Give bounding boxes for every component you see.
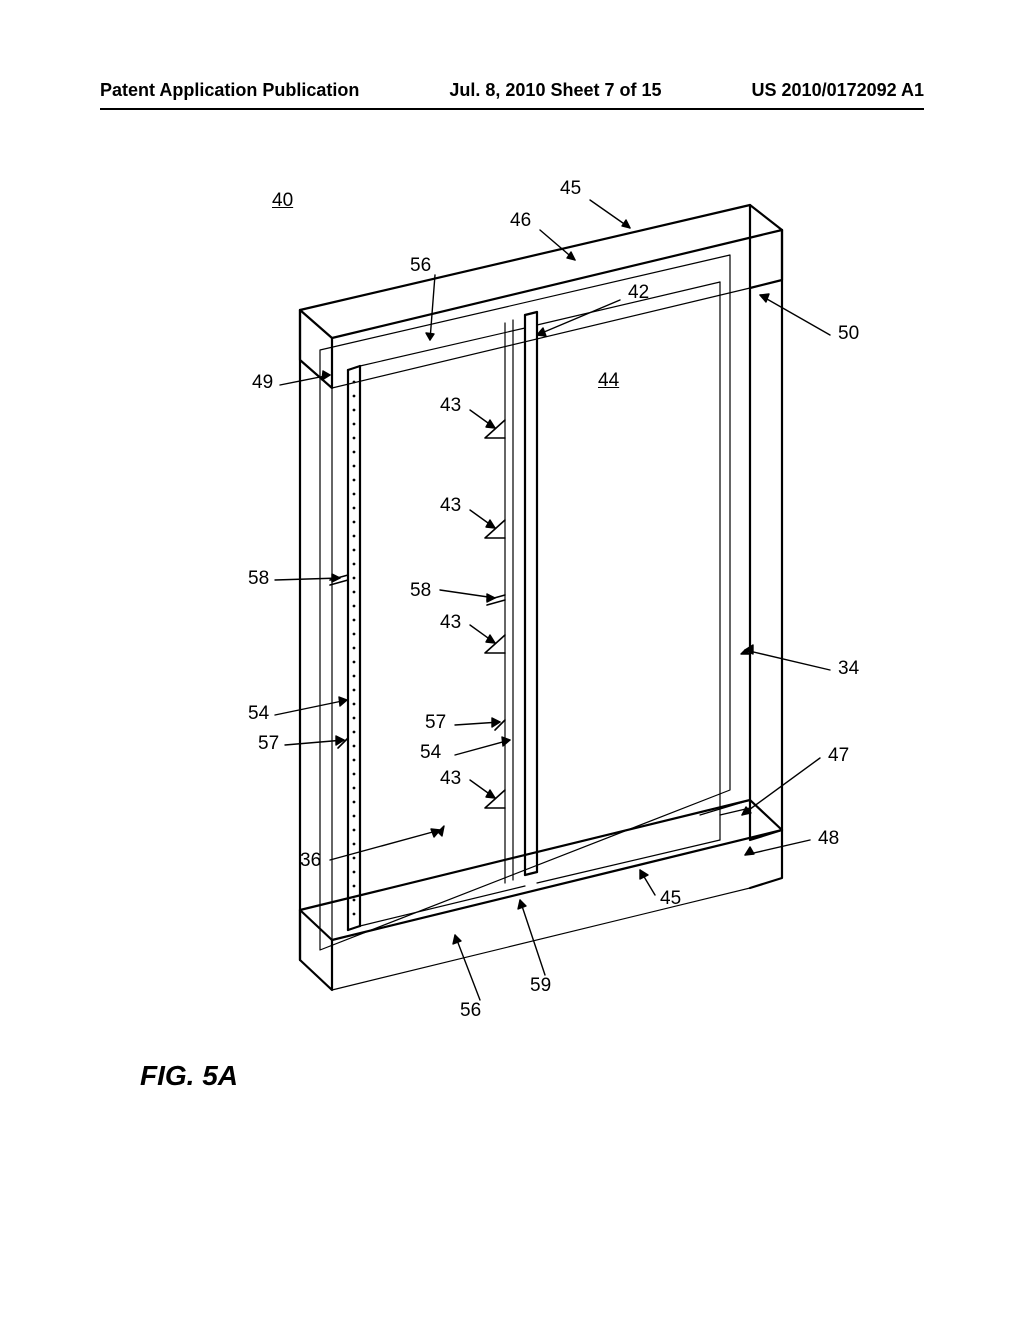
ref-57a: 57 <box>258 733 279 755</box>
ref-45-top: 45 <box>560 178 581 200</box>
patent-figure: 40 45 46 56 42 50 49 44 43 43 58 58 43 3… <box>0 160 1024 1060</box>
ref-58b: 58 <box>410 580 431 602</box>
ref-48: 48 <box>818 828 839 850</box>
ref-49: 49 <box>252 372 273 394</box>
header-right: US 2010/0172092 A1 <box>752 80 924 101</box>
ref-54a: 54 <box>248 703 269 725</box>
ref-54b: 54 <box>420 742 441 764</box>
figure-label: FIG. 5A <box>140 1060 238 1092</box>
ref-40: 40 <box>272 190 293 212</box>
ref-45-bottom: 45 <box>660 888 681 910</box>
ref-44: 44 <box>598 370 619 392</box>
ref-43c: 43 <box>440 612 461 634</box>
ref-50: 50 <box>838 323 859 345</box>
ref-59: 59 <box>530 975 551 997</box>
ref-46: 46 <box>510 210 531 232</box>
header-rule <box>100 108 924 110</box>
ref-43d: 43 <box>440 768 461 790</box>
ref-47: 47 <box>828 745 849 767</box>
ref-43a: 43 <box>440 395 461 417</box>
ref-42: 42 <box>628 282 649 304</box>
page-header: Patent Application Publication Jul. 8, 2… <box>0 80 1024 101</box>
ref-36: 36 <box>300 850 321 872</box>
header-left: Patent Application Publication <box>100 80 359 101</box>
ref-34: 34 <box>838 658 859 680</box>
ref-56-top: 56 <box>410 255 431 277</box>
ref-57b: 57 <box>425 712 446 734</box>
ref-56-bottom: 56 <box>460 1000 481 1022</box>
ref-43b: 43 <box>440 495 461 517</box>
header-center: Jul. 8, 2010 Sheet 7 of 15 <box>449 80 661 101</box>
ref-58a: 58 <box>248 568 269 590</box>
